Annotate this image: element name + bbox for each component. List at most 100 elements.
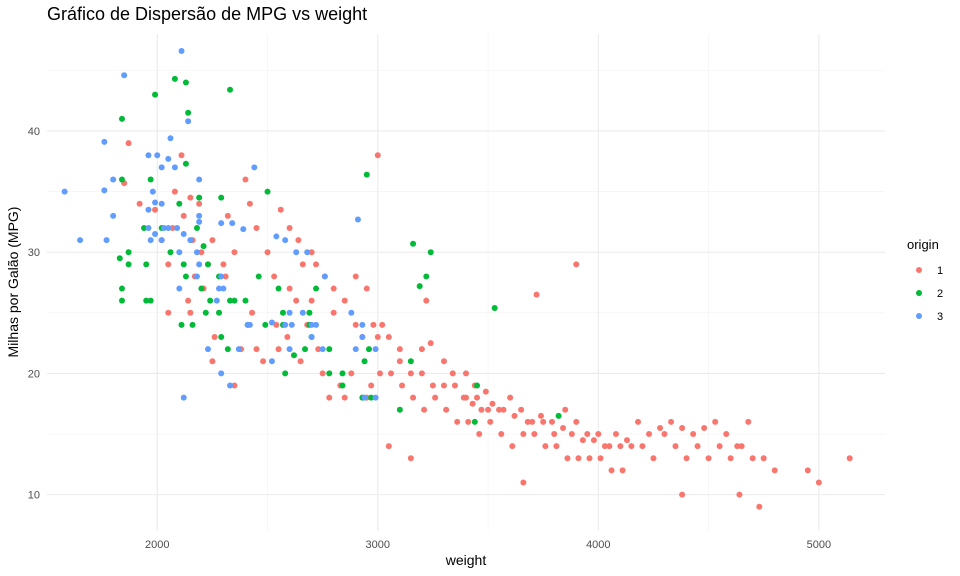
data-point-origin-2 (182, 79, 189, 86)
data-point-origin-3 (216, 285, 223, 292)
data-point-origin-1 (531, 431, 538, 438)
data-point-origin-3 (218, 370, 225, 377)
data-point-origin-2 (118, 297, 125, 304)
data-point-origin-1 (595, 431, 602, 438)
data-point-origin-1 (231, 382, 238, 389)
data-point-origin-2 (339, 382, 346, 389)
data-point-origin-1 (330, 309, 337, 316)
data-point-origin-1 (224, 212, 231, 219)
x-tick-label: 2000 (145, 539, 169, 551)
minor-gridlines (47, 34, 885, 531)
data-point-origin-2 (171, 75, 178, 82)
data-point-origin-1 (712, 418, 719, 425)
data-point-origin-1 (701, 424, 708, 431)
data-point-origin-2 (365, 346, 372, 353)
data-point-origin-1 (429, 382, 436, 389)
data-point-origin-1 (427, 340, 434, 347)
data-point-origin-3 (145, 224, 152, 231)
data-point-origin-1 (650, 455, 657, 462)
data-point-origin-3 (110, 176, 117, 183)
data-point-origin-2 (141, 224, 148, 231)
data-point-origin-1 (683, 455, 690, 462)
data-point-origin-3 (268, 319, 275, 326)
data-point-origin-1 (326, 394, 333, 401)
data-point-origin-2 (427, 249, 434, 256)
legend-key-1 (916, 267, 922, 273)
data-point-origin-3 (308, 321, 315, 328)
data-point-origin-1 (551, 431, 558, 438)
data-point-origin-1 (196, 200, 203, 207)
data-point-origin-1 (617, 443, 624, 450)
data-point-origin-1 (463, 370, 469, 377)
data-point-origin-1 (465, 418, 472, 425)
data-point-origin-1 (315, 346, 322, 353)
data-point-origin-1 (418, 346, 425, 353)
data-point-origin-1 (286, 224, 293, 231)
data-point-origin-1 (368, 382, 375, 389)
data-point-origin-1 (330, 285, 337, 292)
data-point-origin-1 (352, 273, 359, 280)
data-point-origin-1 (440, 358, 447, 365)
data-point-origin-1 (271, 273, 278, 280)
data-point-origin-1 (771, 467, 778, 474)
data-point-origin-3 (154, 152, 161, 159)
data-point-origin-1 (661, 431, 668, 438)
data-point-origin-1 (165, 261, 172, 268)
data-point-origin-1 (562, 406, 569, 413)
data-point-origin-3 (218, 273, 225, 280)
data-point-origin-1 (454, 418, 461, 425)
data-point-origin-3 (286, 309, 293, 316)
data-point-origin-3 (178, 47, 185, 54)
data-point-origin-1 (476, 431, 483, 438)
data-point-origin-1 (507, 394, 514, 401)
data-point-origin-1 (549, 418, 556, 425)
data-point-origin-1 (736, 491, 743, 498)
data-point-origin-3 (288, 321, 295, 328)
legend-title: origin (907, 237, 939, 252)
data-point-origin-2 (178, 321, 185, 328)
data-point-origin-1 (222, 273, 229, 280)
legend-key-3 (916, 313, 922, 319)
data-point-origin-3 (158, 200, 165, 207)
legend-label-3: 3 (937, 311, 943, 323)
data-point-origin-1 (500, 406, 507, 413)
data-point-origin-1 (385, 443, 392, 450)
data-point-origin-2 (193, 224, 200, 231)
data-point-origin-1 (253, 224, 260, 231)
data-point-origin-3 (246, 321, 253, 328)
data-point-origin-1 (612, 431, 619, 438)
data-point-origin-1 (646, 431, 653, 438)
data-point-origin-3 (176, 249, 183, 256)
data-point-origin-3 (251, 164, 258, 171)
data-point-origin-2 (363, 171, 370, 178)
data-point-origin-1 (319, 370, 326, 377)
data-point-origin-2 (118, 115, 125, 122)
data-point-origin-3 (101, 187, 108, 194)
data-point-origin-1 (284, 334, 291, 341)
data-point-origin-1 (756, 503, 763, 510)
data-point-origin-1 (220, 261, 227, 268)
data-point-origin-1 (520, 431, 527, 438)
data-point-origin-3 (145, 206, 152, 213)
data-point-origin-1 (308, 297, 315, 304)
data-point-origin-2 (410, 240, 417, 247)
major-gridlines (47, 34, 885, 531)
data-point-origin-3 (359, 334, 366, 341)
data-point-origin-1 (242, 176, 249, 183)
data-point-origin-1 (396, 358, 403, 365)
data-point-origin-3 (185, 118, 192, 125)
y-tick-label: 10 (28, 490, 40, 502)
data-point-origin-3 (193, 249, 200, 256)
data-point-origin-1 (440, 382, 447, 389)
data-point-origin-1 (723, 431, 730, 438)
data-point-origin-1 (180, 212, 187, 219)
data-point-origin-3 (158, 237, 165, 244)
data-point-origin-1 (297, 358, 304, 365)
data-point-origin-1 (804, 467, 811, 474)
data-point-origin-1 (846, 455, 853, 462)
data-point-origin-3 (171, 164, 178, 171)
data-point-origin-1 (209, 237, 216, 244)
data-point-origin-1 (152, 206, 159, 213)
data-point-origin-3 (152, 231, 159, 238)
data-point-origin-1 (734, 443, 741, 450)
